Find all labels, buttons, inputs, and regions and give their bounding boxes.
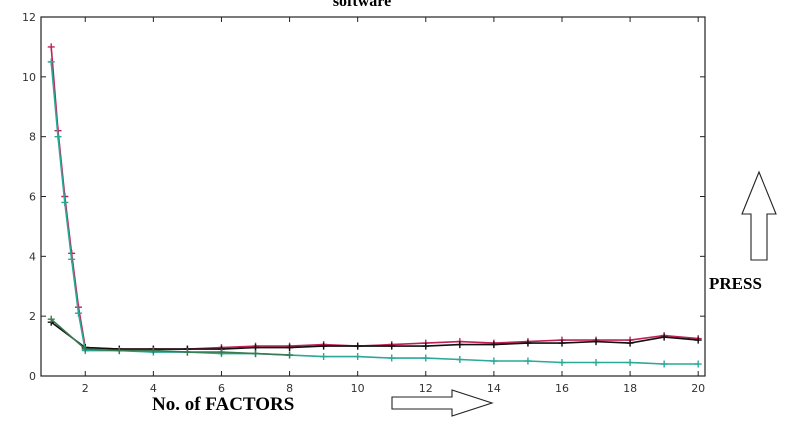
up-arrow-icon: [741, 170, 777, 261]
data-point: [74, 309, 82, 317]
series-line: [50, 321, 699, 350]
data-point: [626, 339, 634, 347]
x-axis-label: No. of FACTORS: [152, 394, 294, 415]
x-tick-label: 16: [555, 382, 569, 395]
data-point: [592, 359, 600, 367]
y-tick-label: 12: [22, 11, 36, 24]
data-point: [47, 315, 55, 323]
data-point: [592, 338, 600, 346]
data-point: [456, 341, 464, 349]
series-line: [50, 318, 290, 356]
data-point: [422, 354, 430, 362]
data-point: [354, 342, 362, 350]
data-point: [660, 360, 668, 368]
data-point: [54, 133, 62, 141]
data-point: [183, 348, 191, 356]
series-line: [50, 61, 699, 365]
data-point: [626, 359, 634, 367]
data-point: [320, 353, 328, 361]
x-tick-label: 4: [150, 382, 157, 395]
y-tick-label: 8: [29, 131, 36, 144]
data-point: [217, 348, 225, 356]
x-tick-label: 12: [419, 382, 433, 395]
chart-title: software: [333, 0, 391, 10]
series-4: [47, 315, 294, 359]
data-point: [422, 342, 430, 350]
data-point: [286, 344, 294, 352]
data-point: [68, 255, 76, 263]
data-point: [660, 333, 668, 341]
x-tick-label: 18: [623, 382, 637, 395]
data-point: [354, 353, 362, 361]
data-point: [558, 339, 566, 347]
x-tick-label: 2: [82, 382, 89, 395]
data-point: [286, 351, 294, 359]
data-point: [47, 58, 55, 66]
data-point: [694, 336, 702, 344]
x-tick-label: 20: [691, 382, 705, 395]
data-point: [524, 339, 532, 347]
data-point: [490, 341, 498, 349]
data-point: [252, 344, 260, 352]
data-point: [61, 198, 69, 206]
y-axis-label: PRESS: [709, 274, 762, 293]
x-tick-label: 6: [218, 382, 225, 395]
right-arrow-icon: [391, 389, 494, 417]
y-tick-label: 4: [29, 250, 36, 263]
data-point: [320, 342, 328, 350]
data-point: [694, 360, 702, 368]
data-point: [388, 354, 396, 362]
data-point: [115, 347, 123, 355]
x-tick-label: 14: [487, 382, 501, 395]
x-tick-label: 8: [286, 382, 293, 395]
data-point: [388, 342, 396, 350]
data-point: [558, 359, 566, 367]
y-tick-label: 6: [29, 191, 36, 204]
data-point: [490, 357, 498, 365]
data-point: [456, 356, 464, 364]
y-tick-label: 2: [29, 310, 36, 323]
data-point: [524, 357, 532, 365]
plot-area: [40, 16, 706, 377]
data-point: [81, 345, 89, 353]
y-tick-label: 10: [22, 71, 36, 84]
y-tick-label: 0: [29, 370, 36, 383]
data-point: [149, 347, 157, 355]
data-point: [252, 350, 260, 358]
data-point: [47, 43, 55, 51]
x-tick-label: 10: [351, 382, 365, 395]
